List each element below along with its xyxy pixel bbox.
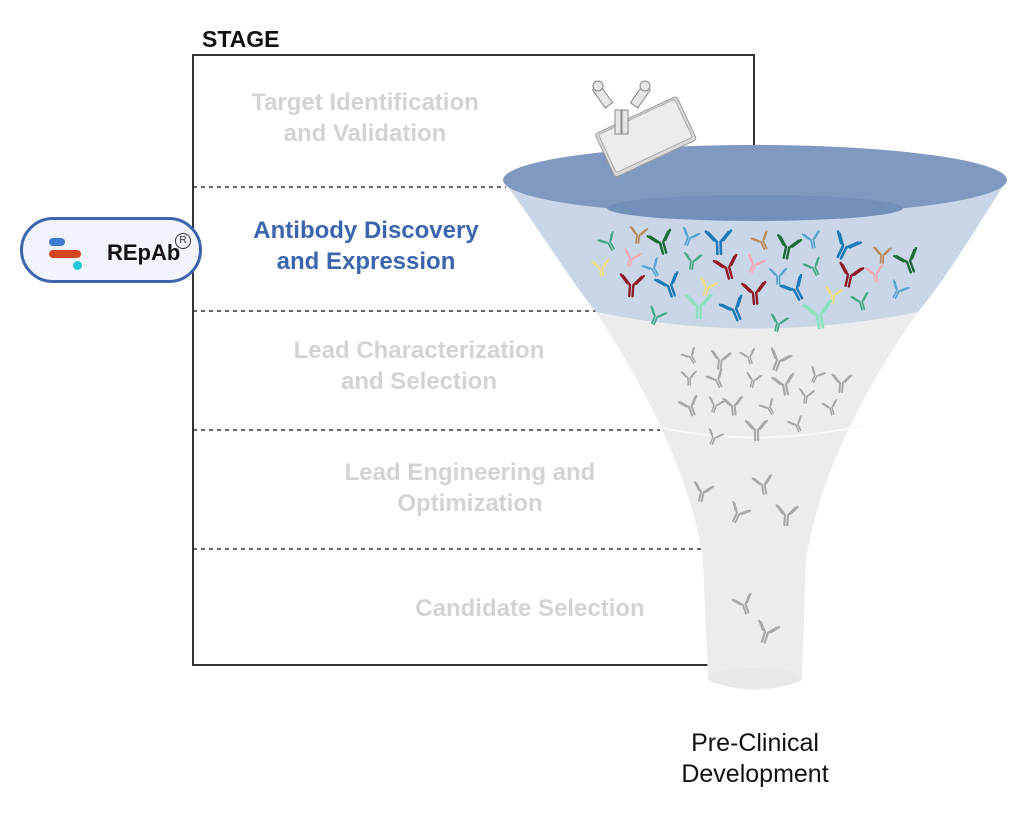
outcome-line-2: Development [681,760,829,788]
stage-lead-characterization: Lead Characterization and Selection [244,335,594,397]
funnel-outcome-label: Pre-Clinical Development [640,728,870,790]
funnel-inner [607,195,903,221]
outcome-line-1: Pre-Clinical [691,729,819,757]
stage-line-1: Antibody Discovery [253,217,479,244]
registered-mark: R [175,233,191,249]
funnel-body [596,312,918,690]
stage-line-2: and Expression [276,248,456,275]
stage-line-1: Candidate Selection [415,595,645,622]
stage-antibody-discovery: Antibody Discovery and Expression [216,215,516,277]
stage-lead-engineering: Lead Engineering and Optimization [310,457,630,519]
stage-dividers [193,186,705,550]
logo-text: REpAb [107,240,181,265]
antibody-large-icon [591,80,652,135]
stage-line-1: Lead Characterization [293,337,545,364]
stage-target-identification: Target Identification and Validation [200,87,530,149]
stage-line-1: Lead Engineering and [344,459,596,486]
stage-title: STAGE [202,26,280,52]
stage-line-2: and Selection [340,368,498,395]
stage-line-2: and Validation [283,120,447,147]
stage-line-2: Optimization [397,490,543,517]
logo-bar-blue [49,238,65,246]
funnel-bottom [708,668,802,688]
stage-line-1: Target Identification [251,89,479,116]
logo-dot [73,261,82,270]
stage-candidate-selection: Candidate Selection [380,593,680,624]
repab-logo: REpAb R [20,217,202,283]
well-plate-icon [595,96,697,178]
logo-bar-red [49,250,81,258]
